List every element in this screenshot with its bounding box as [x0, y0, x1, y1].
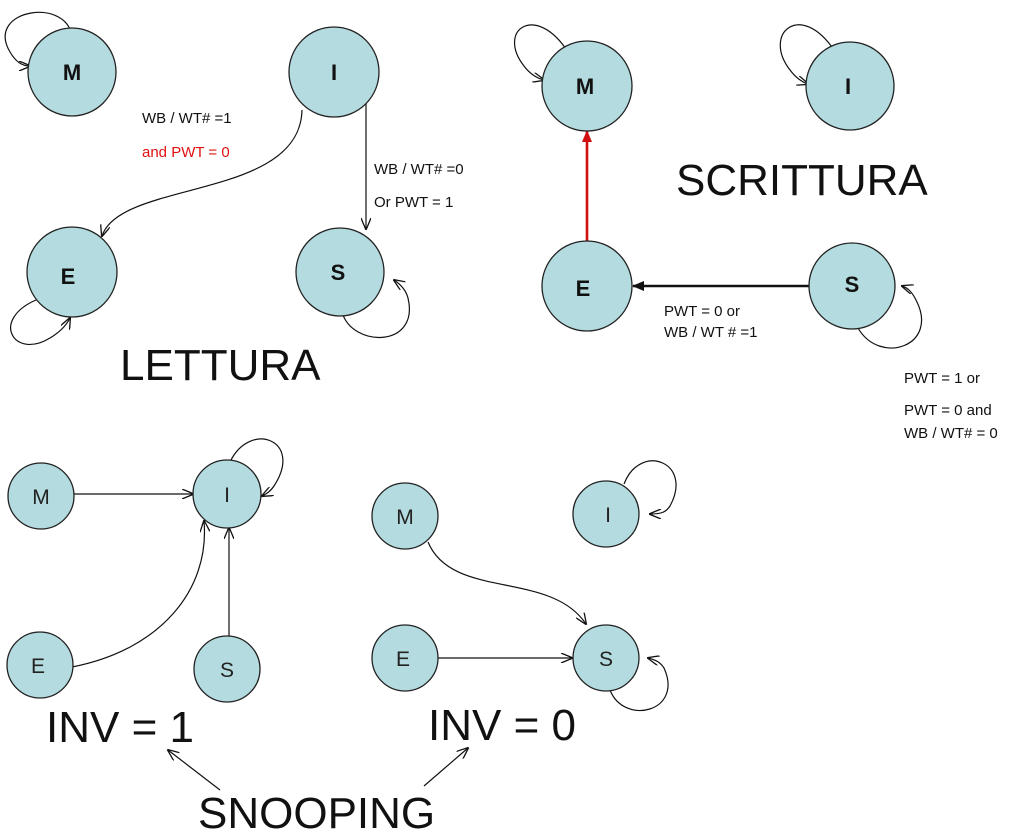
lettura-state-i [288, 26, 380, 118]
snooping-inv0-section: M I E S INV = 0 [371, 460, 677, 750]
lettura-i-to-e-edge [102, 109, 303, 236]
inv1-state-s [193, 635, 261, 703]
scrittura-s-self-condition-1: PWT = 1 or [904, 370, 980, 387]
lettura-i-to-e-condition-2: and PWT = 0 [142, 144, 230, 161]
scrittura-state-i [805, 41, 895, 131]
lettura-state-m-label: M [63, 60, 81, 85]
inv0-state-s [572, 624, 640, 692]
inv0-state-e [371, 624, 439, 692]
lettura-i-to-s-condition-2: Or PWT = 1 [374, 194, 453, 211]
inv1-state-m-label: M [32, 486, 50, 509]
snooping-arrow-to-inv0 [423, 748, 468, 787]
scrittura-s-self-loop [857, 286, 923, 349]
scrittura-state-e-label: E [576, 276, 591, 301]
snooping-arrow-to-inv1 [168, 750, 221, 791]
inv0-state-i [572, 480, 640, 548]
inv1-state-i-label: I [224, 484, 230, 507]
inv0-state-e-label: E [396, 648, 410, 671]
lettura-state-e-label: E [61, 264, 76, 289]
lettura-state-s-label: S [331, 260, 346, 285]
lettura-s-self-loop [341, 280, 411, 339]
inv0-title: INV = 0 [428, 701, 576, 750]
lettura-state-m [27, 27, 117, 117]
snooping-label-group: SNOOPING [168, 748, 468, 834]
inv1-e-to-i-edge [71, 521, 204, 668]
lettura-state-s [295, 227, 385, 317]
inv0-s-self-loop [609, 658, 669, 712]
inv0-state-m [371, 482, 439, 550]
lettura-state-i-label: I [331, 60, 337, 85]
scrittura-state-s [808, 242, 896, 330]
inv0-state-m-label: M [396, 506, 414, 529]
scrittura-s-to-e-condition-1: PWT = 0 or [664, 303, 740, 320]
inv0-m-to-s-edge [427, 541, 586, 624]
inv0-state-s-label: S [599, 648, 613, 671]
inv1-state-e [6, 631, 74, 699]
lettura-i-to-e-condition-1: WB / WT# =1 [142, 110, 232, 127]
scrittura-state-s-label: S [845, 272, 860, 297]
snooping-title: SNOOPING [198, 789, 435, 834]
inv1-state-i [192, 459, 262, 529]
lettura-i-to-s-condition-1: WB / WT# =0 [374, 161, 464, 178]
scrittura-state-m [541, 40, 633, 132]
snooping-inv1-section: M I E S INV = 1 [6, 438, 284, 752]
lettura-e-self-loop [10, 299, 70, 345]
scrittura-i-self-loop [779, 24, 835, 84]
inv1-state-e-label: E [31, 655, 45, 678]
lettura-m-self-loop [4, 11, 73, 66]
scrittura-state-i-label: I [845, 74, 851, 99]
inv1-state-s-label: S [220, 659, 234, 682]
scrittura-s-to-e-condition-2: WB / WT # =1 [664, 324, 758, 341]
inv0-i-self-loop [623, 460, 677, 514]
inv1-title: INV = 1 [46, 703, 194, 752]
lettura-section: M I E S WB / WT# =1 and PWT = 0 WB / WT#… [4, 11, 464, 390]
inv1-i-self-loop [229, 438, 284, 496]
lettura-title: LETTURA [120, 341, 321, 390]
scrittura-title: SCRITTURA [676, 156, 928, 205]
scrittura-section: M I E S SCRITTURA PWT = 0 or WB / WT # =… [513, 24, 998, 442]
scrittura-s-self-condition-3: WB / WT# = 0 [904, 425, 998, 442]
inv1-state-m [7, 462, 75, 530]
lettura-state-e [26, 226, 118, 318]
scrittura-state-e [541, 240, 633, 332]
inv0-state-i-label: I [605, 504, 611, 527]
scrittura-state-m-label: M [576, 74, 594, 99]
scrittura-m-self-loop [513, 24, 569, 80]
scrittura-s-self-condition-2: PWT = 0 and [904, 402, 992, 419]
